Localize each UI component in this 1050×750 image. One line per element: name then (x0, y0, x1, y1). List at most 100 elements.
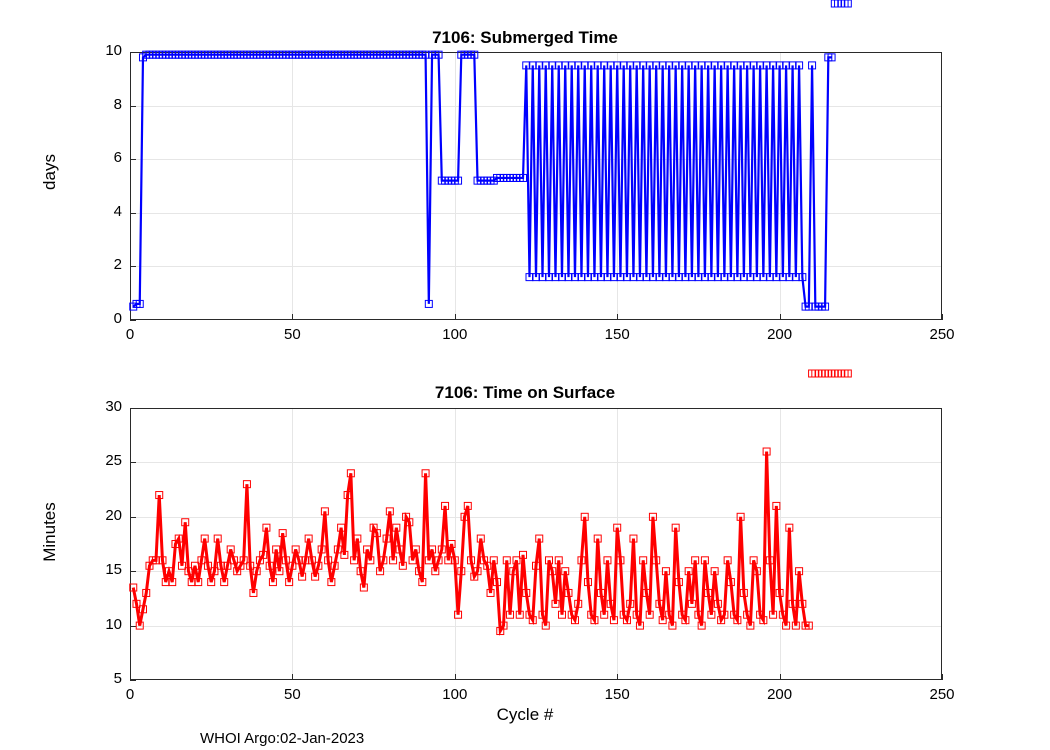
data-marker (327, 578, 336, 587)
gridline-vertical (779, 409, 781, 679)
data-marker (486, 588, 495, 597)
data-marker (713, 599, 722, 608)
data-marker (512, 556, 521, 565)
data-marker (317, 545, 326, 554)
tick-mark-x (779, 314, 781, 320)
data-marker (648, 512, 657, 521)
data-marker (632, 610, 641, 619)
gridline-horizontal (131, 105, 941, 107)
data-marker (791, 621, 800, 630)
data-marker (213, 534, 222, 543)
data-marker (583, 273, 592, 282)
data-marker (684, 61, 693, 70)
data-marker (532, 561, 540, 570)
data-marker (350, 556, 359, 565)
tick-mark-x (454, 674, 456, 680)
data-marker (535, 534, 544, 543)
tick-mark-x (130, 674, 131, 680)
data-marker (778, 610, 787, 619)
data-marker (600, 610, 609, 619)
data-marker (366, 556, 375, 565)
data-marker (135, 299, 144, 308)
data-marker (596, 588, 605, 597)
x-axis-tick-label: 250 (929, 686, 955, 703)
chart-submerged-time: 7106: Submerged Time days 0 50 100 150 200 25… (0, 0, 1050, 370)
data-marker (759, 616, 768, 625)
data-marker (398, 561, 407, 570)
data-marker (239, 556, 248, 565)
data-marker (460, 512, 469, 521)
data-marker (661, 567, 670, 576)
data-marker (723, 556, 732, 565)
data-marker (619, 61, 628, 70)
data-marker (778, 273, 787, 282)
data-marker (424, 556, 433, 565)
data-marker (138, 605, 147, 614)
data-marker (392, 523, 401, 532)
data-marker (629, 534, 638, 543)
data-marker (720, 610, 729, 619)
data-marker (704, 588, 713, 597)
data-marker (782, 621, 791, 630)
data-marker (739, 588, 748, 597)
data-marker (648, 273, 657, 282)
data-marker (795, 567, 804, 576)
data-marker (431, 567, 440, 576)
data-marker (593, 534, 602, 543)
data-marker (762, 61, 771, 70)
data-marker (522, 61, 531, 70)
data-marker (174, 534, 183, 543)
data-marker (372, 529, 381, 538)
data-marker (382, 534, 391, 543)
data-marker (570, 273, 579, 282)
tick-mark-y (130, 571, 136, 573)
data-marker (499, 621, 508, 630)
data-marker (415, 567, 424, 576)
x-axis-tick-label: 0 (125, 326, 135, 343)
data-marker (561, 567, 570, 576)
data-marker (535, 61, 544, 70)
data-marker (363, 545, 372, 554)
data-marker (246, 561, 255, 570)
data-line (132, 53, 832, 308)
tick-mark-y (130, 462, 136, 464)
y-axis-tick-label: 2 (113, 256, 122, 274)
data-marker (609, 616, 618, 625)
data-marker (700, 273, 709, 282)
data-marker (603, 273, 612, 282)
data-marker (645, 610, 654, 619)
data-marker (736, 512, 745, 521)
tick-mark-y (130, 159, 136, 161)
data-marker (671, 523, 680, 532)
data-marker (470, 50, 479, 59)
data-marker (226, 545, 235, 554)
data-marker (795, 61, 804, 70)
data-marker (775, 588, 784, 597)
data-marker (197, 556, 206, 565)
data-marker (564, 588, 573, 597)
data-marker (502, 556, 511, 565)
data-marker (684, 567, 693, 576)
data-marker (324, 556, 333, 565)
tick-mark-y (130, 625, 136, 627)
chart2-title: 7106: Time on Surface (434, 383, 616, 402)
x-axis-tick-label: 150 (604, 686, 630, 703)
x-axis-tick-label: 0 (125, 686, 135, 703)
data-marker (434, 556, 443, 565)
data-marker (843, 369, 852, 378)
data-marker (379, 556, 388, 565)
data-marker (434, 50, 443, 59)
data-marker (450, 556, 459, 565)
data-marker (473, 567, 482, 576)
data-marker (333, 545, 342, 554)
data-marker (454, 176, 463, 185)
data-marker (821, 302, 830, 311)
data-marker (476, 534, 485, 543)
data-marker (642, 588, 651, 597)
data-marker (772, 501, 781, 510)
data-marker (798, 599, 807, 608)
data-marker (207, 578, 216, 587)
data-marker (652, 61, 661, 70)
data-marker (346, 469, 355, 478)
